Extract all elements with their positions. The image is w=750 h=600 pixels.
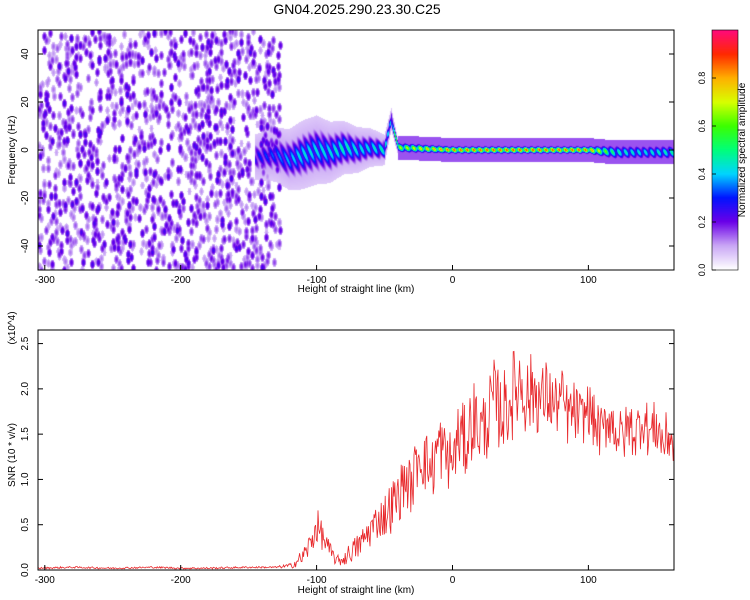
spectrogram-x-tick-label: 0 xyxy=(450,275,456,286)
spectrogram-x-tick-label: -200 xyxy=(171,275,191,286)
snr-y-tick-label: 0.0 xyxy=(20,563,31,577)
colorbar-gradient xyxy=(712,30,738,270)
spectrogram-x-label: Height of straight line (km) xyxy=(298,284,415,295)
figure-title: GN04.2025.290.23.30.C25 xyxy=(273,1,441,17)
snr-panel: -300 -200 -100 0 100 0.0 0.5 1.0 1.5 2.0 2.5 Heig… xyxy=(7,311,675,596)
snr-x-tick-label: -100 xyxy=(307,575,327,586)
snr-y-tick-label: 2.5 xyxy=(20,336,31,350)
colorbar-tick-label: 0.2 xyxy=(697,216,707,229)
snr-y-label: SNR (10 * v/v) xyxy=(7,423,18,487)
spectrogram-y-tick-label: 40 xyxy=(20,48,31,60)
snr-y-multiplier: (x10^4) xyxy=(7,311,18,344)
spectrogram-y-tick-label: -20 xyxy=(20,190,31,205)
spectrogram-heatmap xyxy=(38,30,674,270)
colorbar: 0.0 0.2 0.4 0.6 0.8 Normalized spectral ampl… xyxy=(697,29,748,277)
spectrogram-x-tick-label: -300 xyxy=(35,275,55,286)
spectrogram-x-tick-label: 100 xyxy=(580,275,597,286)
snr-x-tick-label: -300 xyxy=(35,575,55,586)
snr-x-tick-label: 0 xyxy=(450,575,456,586)
snr-y-tick-label: 1.0 xyxy=(20,472,31,486)
snr-x-label: Height of straight line (km) xyxy=(298,585,415,596)
colorbar-frame xyxy=(711,29,739,271)
snr-y-tick-label: 1.5 xyxy=(20,427,31,441)
spectrogram-y-tick-label: 20 xyxy=(20,96,31,108)
snr-x-ticks: -300 -200 -100 0 100 xyxy=(35,565,597,586)
spectrogram-x-tick-label: -100 xyxy=(307,275,327,286)
colorbar-tick-label: 0.4 xyxy=(697,168,707,181)
colorbar-tick-label: 0.6 xyxy=(697,120,707,133)
colorbar-label: Normalized spectral amplitude xyxy=(737,82,748,217)
spectrogram-y-label: Frequency (Hz) xyxy=(7,116,18,185)
snr-x-tick-label: 100 xyxy=(580,575,597,586)
spectrogram-x-ticks: -300 -200 -100 0 100 xyxy=(35,265,597,286)
colorbar-ticks: 0.0 0.2 0.4 0.6 0.8 xyxy=(697,72,716,277)
snr-series-line xyxy=(37,350,675,570)
colorbar-tick-label: 0.8 xyxy=(697,72,707,85)
snr-frame xyxy=(37,329,675,571)
spectrogram-y-tick-label: -40 xyxy=(20,238,31,253)
spectrogram-y-ticks: -40 -20 0 20 40 xyxy=(20,48,674,253)
snr-y-tick-label: 2.0 xyxy=(20,381,31,395)
snr-y-tick-label: 0.5 xyxy=(20,517,31,531)
snr-x-tick-label: -200 xyxy=(171,575,191,586)
colorbar-tick-label: 0.0 xyxy=(697,264,707,277)
spectrogram-y-tick-label: 0 xyxy=(20,147,31,153)
snr-y-ticks: 0.0 0.5 1.0 1.5 2.0 2.5 xyxy=(20,336,674,577)
